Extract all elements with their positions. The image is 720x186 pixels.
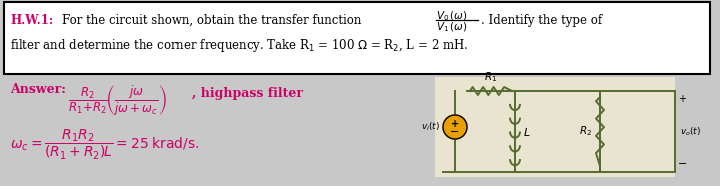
Text: −: − (678, 159, 688, 169)
Text: $\omega_c = \dfrac{R_1 R_2}{(R_1+R_2)L} = 25\;\mathrm{krad/s.}$: $\omega_c = \dfrac{R_1 R_2}{(R_1+R_2)L} … (10, 128, 199, 162)
Text: $R_2$: $R_2$ (579, 125, 592, 138)
Text: $V_1\,(\omega)$: $V_1\,(\omega)$ (436, 20, 467, 34)
Text: $V_0\,(\omega)$: $V_0\,(\omega)$ (436, 9, 467, 23)
Text: $\dfrac{R_2}{R_1\!+\!R_2}\!\left(\dfrac{j\omega}{j\omega+\omega_c}\right)$: $\dfrac{R_2}{R_1\!+\!R_2}\!\left(\dfrac{… (68, 83, 167, 117)
Text: H.W.1:: H.W.1: (10, 14, 53, 27)
Text: Answer:: Answer: (10, 83, 66, 96)
Text: $v_o(t)$: $v_o(t)$ (680, 125, 701, 138)
Text: filter and determine the corner frequency. Take R$_1$ = 100 $\Omega$ = R$_2$, L : filter and determine the corner frequenc… (10, 37, 468, 54)
Text: $L$: $L$ (523, 126, 531, 137)
Text: For the circuit shown, obtain the transfer function: For the circuit shown, obtain the transf… (62, 14, 361, 27)
Text: , highpass filter: , highpass filter (192, 87, 303, 100)
Text: $R_1$: $R_1$ (485, 70, 498, 84)
Text: −: − (450, 127, 459, 137)
Circle shape (443, 115, 467, 139)
Text: $v_i(t)$: $v_i(t)$ (421, 121, 440, 133)
FancyBboxPatch shape (4, 2, 710, 74)
Text: +: + (678, 94, 686, 104)
Text: +: + (451, 119, 459, 129)
Text: . Identify the type of: . Identify the type of (481, 14, 602, 27)
FancyBboxPatch shape (435, 77, 675, 177)
